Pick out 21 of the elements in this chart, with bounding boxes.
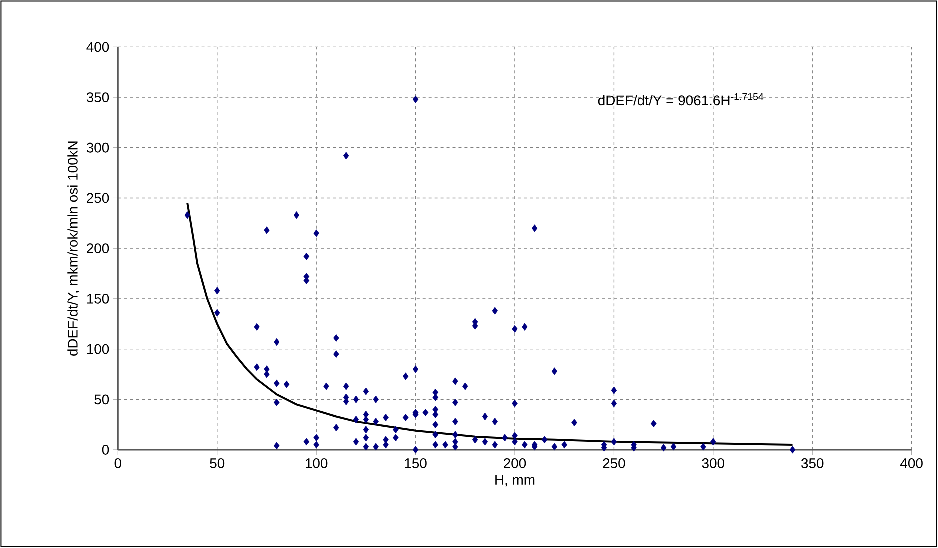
y-tick-label: 100 (87, 344, 110, 354)
y-tick-label: 400 (86, 42, 110, 52)
annotation: dDEF/dt/Y = 9061.6H$^{-1.7154}$ (598, 93, 764, 106)
y-axis-title: dDEF/dt/Y, mkm/rok/mln osi 100kN (68, 142, 80, 356)
x-tick-label: 50 (210, 458, 225, 468)
x-tick-label: 150 (405, 458, 427, 468)
y-tick-label: 300 (86, 142, 110, 153)
y-tick-label: 50 (94, 394, 110, 405)
x-tick-label: 0 (114, 458, 122, 468)
x-tick-label: 300 (702, 458, 724, 468)
x-tick-label: 200 (504, 458, 526, 468)
y-tick-label: 150 (87, 294, 110, 304)
y-tick-label: 250 (87, 193, 110, 204)
y-tick-label: 200 (87, 244, 110, 254)
y-tick-label: 350 (86, 92, 110, 102)
x-tick-label: 400 (900, 458, 923, 468)
x-tick-label: 250 (603, 458, 626, 468)
x-tick-label: 350 (802, 458, 824, 468)
x-tick-label: 100 (306, 458, 328, 468)
x-axis-title: H, mm (496, 475, 535, 487)
y-tick-label: 0 (102, 444, 110, 455)
